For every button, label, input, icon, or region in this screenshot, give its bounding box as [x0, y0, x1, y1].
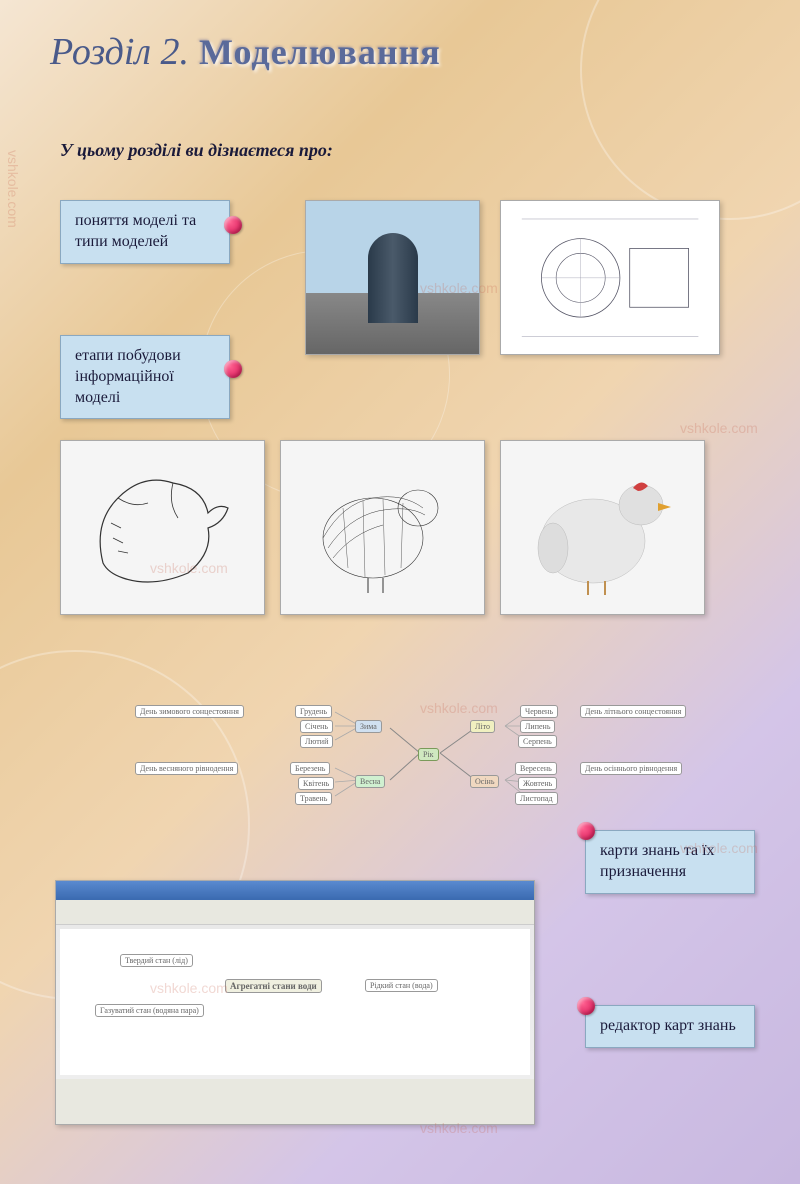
mm-month: Липень [520, 720, 555, 733]
mm-month: Листопад [515, 792, 558, 805]
building-render-image [305, 200, 480, 355]
watermark: vshkole.com [680, 420, 758, 436]
mm-season: Весна [355, 775, 385, 788]
mm-event: День літнього сонцестояння [580, 705, 686, 718]
topic-label: етапи побудови інформаційної моделі [75, 347, 181, 406]
mindmap-editor-screenshot: Агрегатні стани води Твердий стан (лід) … [55, 880, 535, 1125]
bullet-icon [577, 822, 595, 840]
screenshot-mm-node: Твердий стан (лід) [120, 954, 193, 967]
mm-month: Червень [520, 705, 558, 718]
mm-month: Лютий [300, 735, 333, 748]
mm-season: Зима [355, 720, 382, 733]
topic-box-3: карти знань та їх призначення [585, 830, 755, 894]
mm-month: Травень [295, 792, 332, 805]
topic-box-4: редактор карт знань [585, 1005, 755, 1048]
screenshot-mm-node: Газуватий стан (водяна пара) [95, 1004, 204, 1017]
topic-label: редактор карт знань [600, 1017, 736, 1034]
mm-season: Літо [470, 720, 495, 733]
mm-month: Квітень [298, 777, 334, 790]
topic-box-1: поняття моделі та типи моделей [60, 200, 230, 264]
mm-event: День весняного рівнодення [135, 762, 238, 775]
mm-center: Рік [418, 748, 439, 761]
mm-month: Грудень [295, 705, 332, 718]
chicken-render-image [500, 440, 705, 615]
screenshot-mm-center: Агрегатні стани води [225, 979, 322, 993]
bullet-icon [577, 997, 595, 1015]
chicken-sketch-image [60, 440, 265, 615]
bullet-icon [224, 216, 242, 234]
topic-label: поняття моделі та типи моделей [75, 212, 196, 250]
chapter-header: Розділ 2. Моделювання [50, 30, 441, 74]
mm-event: День осіннього рівнодення [580, 762, 682, 775]
mm-month: Вересень [515, 762, 557, 775]
intro-text: У цьому розділі ви дізнаєтеся про: [60, 140, 333, 161]
topic-box-2: етапи побудови інформаційної моделі [60, 335, 230, 419]
screenshot-mm-node: Рідкий стан (вода) [365, 979, 438, 992]
mm-event: День зимового сонцестояння [135, 705, 244, 718]
topic-label: карти знань та їх призначення [600, 842, 715, 880]
mm-month: Серпень [518, 735, 557, 748]
chapter-title: Моделювання [199, 31, 441, 73]
bullet-icon [224, 360, 242, 378]
chicken-wireframe-image [280, 440, 485, 615]
mm-month: Жовтень [518, 777, 557, 790]
mm-season: Осінь [470, 775, 499, 788]
chapter-prefix: Розділ 2. [50, 30, 189, 74]
mm-month: Березень [290, 762, 330, 775]
watermark: vshkole.com [5, 150, 21, 228]
blueprint-image [500, 200, 720, 355]
mm-month: Січень [300, 720, 333, 733]
mindmap-seasons-image: Рік Зима Весна Літо Осінь Грудень Січень… [120, 700, 740, 810]
